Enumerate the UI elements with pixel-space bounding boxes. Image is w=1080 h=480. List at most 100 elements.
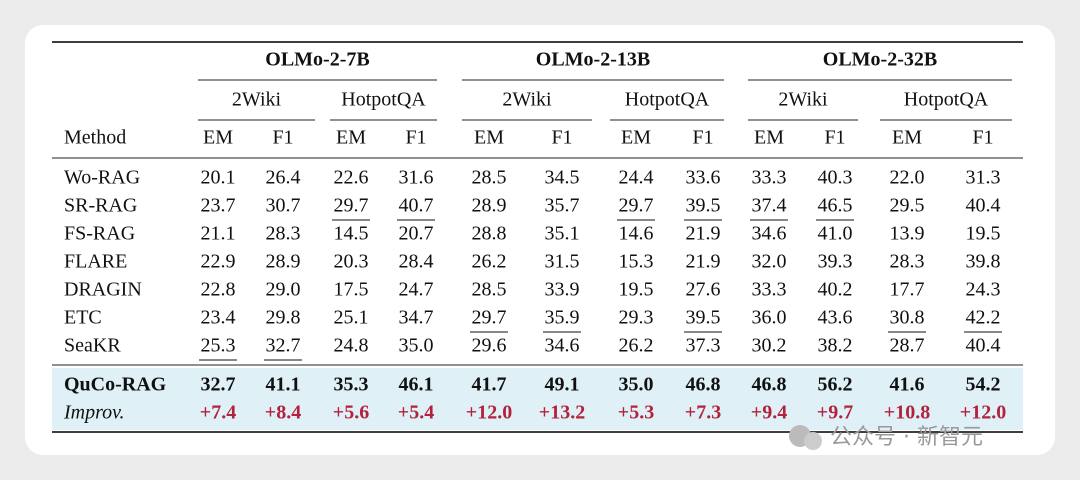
method-label: ETC	[64, 307, 102, 329]
cell: 40.7	[399, 195, 434, 217]
cell: 35.9	[545, 307, 580, 329]
group-header: OLMo-2-7B	[265, 49, 369, 71]
cell: 22.6	[334, 167, 369, 189]
cell: 31.3	[966, 167, 1001, 189]
card	[25, 25, 1055, 455]
cell: 26.2	[619, 335, 654, 357]
cell: 46.1	[399, 374, 434, 396]
cell: 33.6	[686, 167, 721, 189]
method-header: Method	[64, 127, 126, 149]
cell: 14.6	[619, 223, 654, 245]
metric-header: F1	[272, 127, 293, 149]
cell: 28.5	[472, 279, 507, 301]
cell: +10.8	[884, 402, 930, 424]
cell: 56.2	[818, 374, 853, 396]
cell: +7.4	[200, 402, 236, 424]
method-label: Improv.	[63, 402, 125, 424]
metric-header: F1	[405, 127, 426, 149]
cell: +7.3	[685, 402, 721, 424]
cell: 35.0	[619, 374, 654, 396]
cell: 35.1	[545, 223, 580, 245]
method-label: FS-RAG	[64, 223, 135, 245]
cell: 35.3	[334, 374, 369, 396]
metric-header: F1	[972, 127, 993, 149]
cell: 27.6	[686, 279, 721, 301]
method-label: DRAGIN	[64, 279, 142, 301]
metric-header: EM	[621, 127, 651, 149]
cell: 28.4	[399, 251, 434, 273]
cell: 32.7	[201, 374, 236, 396]
group-header: OLMo-2-32B	[823, 49, 937, 71]
metric-header: F1	[824, 127, 845, 149]
cell: 33.3	[752, 167, 787, 189]
cell: 41.0	[818, 223, 853, 245]
cell: 38.2	[818, 335, 853, 357]
metric-header: EM	[336, 127, 366, 149]
metric-header: EM	[474, 127, 504, 149]
cell: 32.0	[752, 251, 787, 273]
cell: 17.7	[890, 279, 925, 301]
method-label: SeaKR	[64, 335, 121, 357]
cell: 26.4	[266, 167, 301, 189]
cell: 23.7	[201, 195, 236, 217]
group-header: OLMo-2-13B	[536, 49, 650, 71]
cell: 28.5	[472, 167, 507, 189]
cell: 28.9	[472, 195, 507, 217]
cell: 30.8	[890, 307, 925, 329]
cell: 17.5	[334, 279, 369, 301]
cell: +5.4	[398, 402, 434, 424]
cell: 24.3	[966, 279, 1001, 301]
watermark: 公众号 · 新智元	[789, 425, 983, 450]
cell: 25.3	[201, 335, 236, 357]
table: OLMo-2-7B 2Wiki EM F1 HotpotQA EM F1 OLMo-2-13B…	[52, 41, 1023, 433]
cell: 22.0	[890, 167, 925, 189]
cell: 43.6	[818, 307, 853, 329]
cell: 24.7	[399, 279, 434, 301]
wechat-icon	[804, 432, 822, 450]
cell: 20.3	[334, 251, 369, 273]
cell: 21.1	[201, 223, 236, 245]
cell: 26.2	[472, 251, 507, 273]
dataset-header: HotpotQA	[904, 89, 989, 111]
cell: 46.5	[818, 195, 853, 217]
cell: 40.3	[818, 167, 853, 189]
cell: 42.2	[966, 307, 1001, 329]
dataset-header: HotpotQA	[625, 89, 710, 111]
cell: 28.3	[890, 251, 925, 273]
cell: 36.0	[752, 307, 787, 329]
cell: 29.7	[472, 307, 507, 329]
cell: 20.7	[399, 223, 434, 245]
dataset-header: 2Wiki	[778, 89, 828, 111]
cell: +9.4	[751, 402, 787, 424]
cell: 21.9	[686, 251, 721, 273]
dataset-header: 2Wiki	[232, 89, 282, 111]
cell: 15.3	[619, 251, 654, 273]
cell: 29.0	[266, 279, 301, 301]
cell: 28.8	[472, 223, 507, 245]
cell: +12.0	[466, 402, 512, 424]
metric-header: F1	[551, 127, 572, 149]
cell: 24.8	[334, 335, 369, 357]
cell: 29.7	[334, 195, 369, 217]
cell: 33.9	[545, 279, 580, 301]
method-label: FLARE	[64, 251, 127, 273]
cell: 29.7	[619, 195, 654, 217]
metric-header: EM	[203, 127, 233, 149]
cell: 32.7	[266, 335, 301, 357]
cell: 28.3	[266, 223, 301, 245]
cell: 39.5	[686, 195, 721, 217]
cell: 29.8	[266, 307, 301, 329]
cell: 39.5	[686, 307, 721, 329]
cell: +13.2	[539, 402, 585, 424]
method-label: QuCo-RAG	[64, 374, 167, 396]
cell: 28.9	[266, 251, 301, 273]
cell: 14.5	[334, 223, 369, 245]
cell: +9.7	[817, 402, 853, 424]
cell: 19.5	[966, 223, 1001, 245]
method-label: SR-RAG	[64, 195, 137, 217]
method-label: Wo-RAG	[64, 167, 140, 189]
metric-header: EM	[754, 127, 784, 149]
cell: 29.6	[472, 335, 507, 357]
cell: 28.7	[890, 335, 925, 357]
